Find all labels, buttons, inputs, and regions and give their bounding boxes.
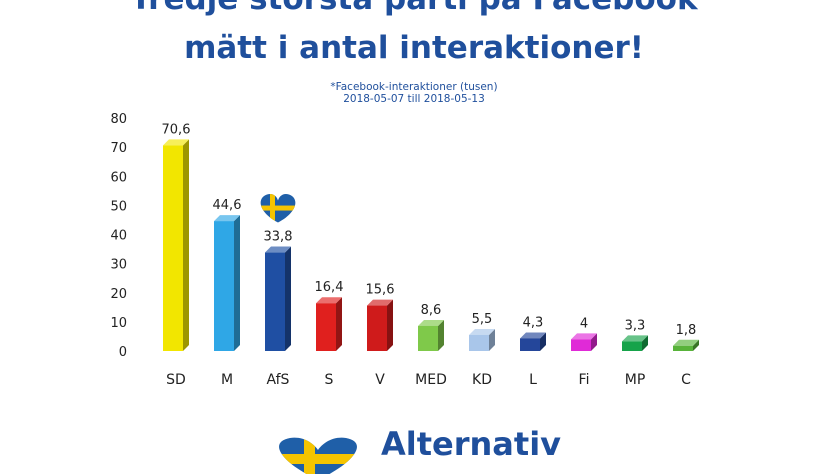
- category-label: S: [325, 372, 334, 388]
- bar-kd: [469, 328, 495, 351]
- bar-l: [520, 332, 546, 351]
- bar-sd: [163, 139, 189, 351]
- chart-date-range: 2018-05-07 till 2018-05-13: [343, 93, 485, 105]
- value-label: 15,6: [366, 283, 395, 298]
- category-label: SD: [166, 372, 186, 388]
- brand-name: Alternativ: [381, 425, 562, 463]
- bar-chart: 0 10 20 30 40 50 60 70 80 70,6 44,6 33,8 16,4 15,6 8,…: [110, 112, 699, 388]
- category-labels: SD M AfS S V MED KD L Fi MP C: [166, 372, 691, 388]
- bar-afs: [265, 246, 291, 351]
- category-label: M: [221, 372, 233, 388]
- bars: [163, 139, 699, 351]
- value-label: 5,5: [472, 312, 493, 327]
- bar-med: [418, 319, 444, 351]
- y-tick-label: 20: [110, 287, 127, 302]
- chart-subtitle: *Facebook-interaktioner (tusen): [330, 81, 498, 93]
- value-label: 4: [580, 316, 588, 331]
- category-label: Fi: [579, 372, 590, 388]
- value-label: 1,8: [676, 323, 697, 338]
- sweden-heart-logo-icon: [279, 437, 357, 474]
- bar-c: [673, 339, 699, 351]
- value-label: 4,3: [523, 315, 544, 330]
- value-label: 8,6: [421, 303, 442, 318]
- value-label: 3,3: [625, 318, 646, 333]
- bar-mp: [622, 335, 648, 351]
- y-tick-label: 10: [110, 316, 127, 331]
- headline-line-2: mätt i antal interaktioner!: [184, 30, 644, 66]
- y-axis-ticks: 0 10 20 30 40 50 60 70 80: [110, 112, 127, 360]
- y-tick-label: 80: [110, 112, 127, 127]
- y-tick-label: 70: [110, 141, 127, 156]
- y-tick-label: 30: [110, 258, 127, 273]
- y-tick-label: 60: [110, 170, 127, 185]
- sweden-heart-icon: [260, 194, 296, 223]
- category-label: AfS: [267, 372, 290, 388]
- category-label: KD: [472, 372, 492, 388]
- category-label: C: [681, 372, 691, 388]
- bar-fi: [571, 333, 597, 351]
- category-label: V: [375, 372, 385, 388]
- value-label: 16,4: [315, 280, 344, 295]
- value-label: 33,8: [264, 230, 293, 245]
- value-label: 44,6: [213, 198, 242, 213]
- headline-line-1: Tredje största parti på Facebook: [0, 0, 828, 17]
- y-tick-label: 50: [110, 199, 127, 214]
- category-label: MP: [625, 372, 646, 388]
- y-tick-label: 40: [110, 229, 127, 244]
- bar-v: [367, 299, 393, 351]
- y-tick-label: 0: [119, 345, 127, 360]
- bar-s: [316, 297, 342, 351]
- bar-m: [214, 215, 240, 351]
- value-label: 70,6: [162, 122, 191, 137]
- category-label: MED: [415, 372, 447, 388]
- value-labels: 70,6 44,6 33,8 16,4 15,6 8,6 5,5 4,3 4 3,3 1,8: [162, 122, 697, 337]
- category-label: L: [529, 372, 537, 388]
